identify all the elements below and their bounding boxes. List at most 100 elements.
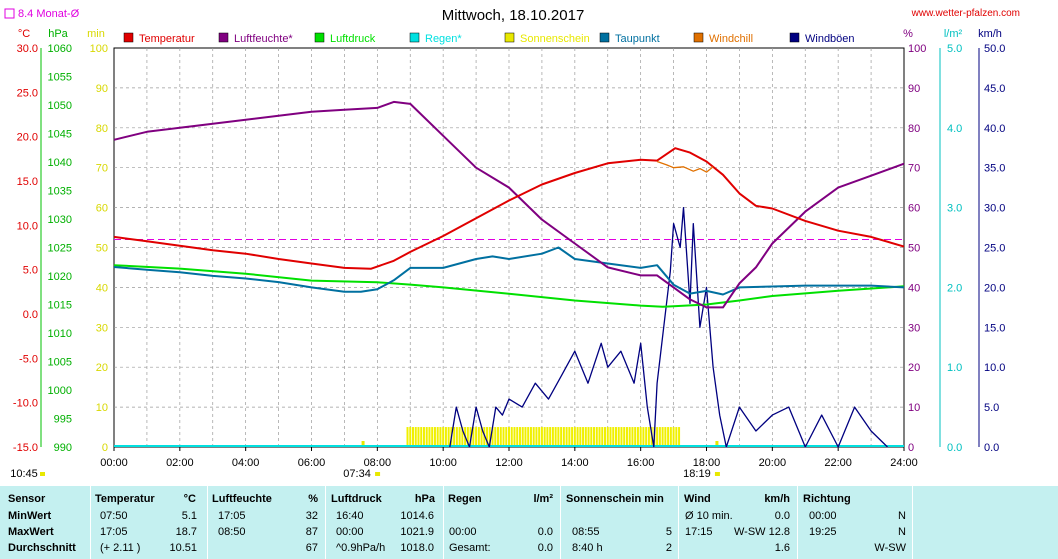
sunshine-bar bbox=[549, 427, 552, 447]
sunshine-bar bbox=[431, 427, 434, 447]
sunshine-bar bbox=[546, 427, 549, 447]
sunshine-bar bbox=[540, 427, 543, 447]
press-tick-label: 1005 bbox=[48, 357, 72, 369]
sunshine-bar bbox=[406, 427, 409, 447]
sun-tick-label: 0 bbox=[102, 442, 108, 454]
sunshine-bar bbox=[502, 427, 505, 447]
sunshine-bar bbox=[606, 427, 609, 447]
unit-label: min bbox=[87, 28, 105, 40]
table-divider bbox=[443, 486, 444, 559]
statistics-table: Sensor Temperatur °C Luftfeuchte% Luftdruck h… bbox=[0, 486, 1058, 559]
time-tick-label: 10:00 bbox=[429, 457, 457, 469]
sunshine-bar bbox=[483, 427, 486, 447]
table-cell: 07:50 bbox=[100, 510, 128, 522]
sunshine-bar bbox=[590, 427, 593, 447]
sunshine-bar bbox=[466, 427, 469, 447]
legend-swatch bbox=[218, 32, 229, 43]
sunshine-bar bbox=[560, 427, 563, 447]
sunrise-marker bbox=[361, 441, 365, 447]
table-cell: 17:15 bbox=[685, 526, 713, 538]
press-tick-label: 990 bbox=[54, 442, 72, 454]
time-tick-label: 12:00 bbox=[495, 457, 523, 469]
series-line bbox=[656, 160, 714, 173]
wind-tick-label: 40.0 bbox=[984, 123, 1005, 135]
hum-tick-label: 20 bbox=[908, 362, 920, 374]
sun-icon bbox=[714, 472, 720, 476]
sunshine-bar bbox=[480, 427, 483, 447]
series-line bbox=[113, 147, 905, 270]
table-cell: Ø 10 min. bbox=[685, 510, 733, 522]
temp-tick-label: 20.0 bbox=[17, 132, 38, 144]
time-tick-label: 08:00 bbox=[364, 457, 392, 469]
hum-tick-label: 0 bbox=[908, 442, 914, 454]
monthly-avg-label: 8.4 Monat-Ø bbox=[18, 8, 80, 20]
sunshine-bar bbox=[647, 427, 650, 447]
press-tick-label: 1010 bbox=[48, 328, 72, 340]
press-tick-label: 1000 bbox=[48, 385, 72, 397]
rain-tick-label: 1.0 bbox=[947, 362, 962, 374]
series-line bbox=[449, 206, 888, 448]
sun-tick-label: 80 bbox=[96, 123, 108, 135]
press-tick-label: 1015 bbox=[48, 300, 72, 312]
table-header: Luftdruck bbox=[331, 493, 382, 505]
legend-swatch bbox=[504, 32, 515, 43]
table-header: Richtung bbox=[803, 493, 851, 505]
sunshine-bar bbox=[576, 427, 579, 447]
hum-tick-label: 100 bbox=[908, 43, 926, 55]
sunshine-bar bbox=[628, 427, 631, 447]
sunshine-bar bbox=[573, 427, 576, 447]
rain-tick-label: 3.0 bbox=[947, 203, 962, 215]
legend-label: Luftfeuchte* bbox=[234, 33, 293, 45]
table-cell: 67 bbox=[305, 542, 318, 554]
hum-tick-label: 50 bbox=[908, 243, 920, 255]
sunshine-bar bbox=[425, 427, 428, 447]
monthly-avg-marker bbox=[4, 8, 15, 19]
time-tick-label: 04:00 bbox=[232, 457, 260, 469]
sunshine-bar bbox=[579, 427, 582, 447]
sun-tick-label: 60 bbox=[96, 203, 108, 215]
sunshine-bar bbox=[554, 427, 557, 447]
table-cell: 08:55 bbox=[572, 526, 600, 538]
sunshine-bar bbox=[595, 427, 598, 447]
table-header: hPa bbox=[414, 493, 435, 505]
press-tick-label: 1020 bbox=[48, 271, 72, 283]
sunshine-bar bbox=[513, 427, 516, 447]
sunshine-bar bbox=[508, 427, 510, 447]
table-cell: 5.1 bbox=[181, 510, 197, 522]
table-header: Luftfeuchte bbox=[212, 493, 272, 505]
wind-tick-label: 0.0 bbox=[984, 442, 999, 454]
press-tick-label: 1040 bbox=[48, 157, 72, 169]
table-cell: 2 bbox=[665, 542, 672, 554]
table-cell: 18.7 bbox=[175, 526, 197, 538]
legend-label: Temperatur bbox=[139, 33, 195, 45]
sunshine-bar bbox=[477, 427, 480, 447]
sunshine-bar bbox=[494, 427, 497, 447]
sunshine-bar bbox=[557, 427, 560, 447]
sunshine-bar bbox=[409, 427, 412, 447]
sunshine-bar bbox=[422, 427, 425, 447]
series-line bbox=[113, 264, 905, 308]
legend-swatch bbox=[409, 32, 420, 43]
sunshine-bar bbox=[433, 427, 436, 447]
sunshine-bar bbox=[535, 427, 538, 447]
plot-area bbox=[113, 100, 905, 448]
temp-tick-label: -15.0 bbox=[13, 442, 38, 454]
legend-swatch bbox=[599, 32, 610, 43]
sunshine-bar bbox=[625, 427, 628, 447]
wind-tick-label: 15.0 bbox=[984, 322, 1005, 334]
table-cell: 1021.9 bbox=[400, 526, 434, 538]
press-tick-label: 1045 bbox=[48, 129, 72, 141]
sunshine-bar bbox=[543, 427, 546, 447]
hum-tick-label: 60 bbox=[908, 203, 920, 215]
legend-swatch bbox=[789, 32, 800, 43]
sunshine-bar bbox=[593, 427, 596, 447]
press-tick-label: 1025 bbox=[48, 243, 72, 255]
legend-swatch bbox=[693, 32, 704, 43]
temp-tick-label: -10.0 bbox=[13, 398, 38, 410]
legend: Temperatur Luftfeuchte* Luftdruck Regen* Son… bbox=[123, 32, 855, 45]
table-cell: 1014.6 bbox=[400, 510, 434, 522]
sunshine-bar bbox=[604, 427, 607, 447]
sun-tick-label: 30 bbox=[96, 322, 108, 334]
sunshine-bar bbox=[529, 427, 532, 447]
sunshine-bar bbox=[518, 427, 521, 447]
